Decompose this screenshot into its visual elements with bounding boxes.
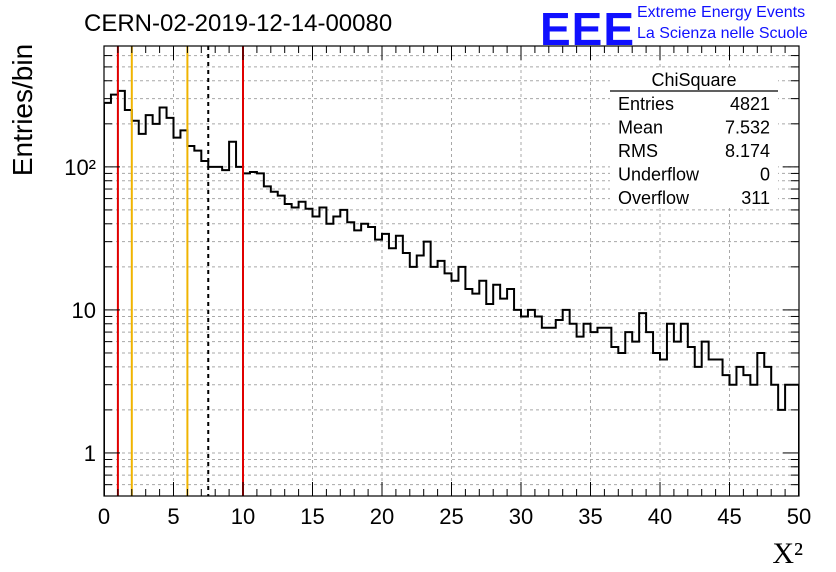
x-tick-label: 20 [370,504,394,529]
x-axis-label: X² [772,537,803,570]
x-tick-label: 40 [648,504,672,529]
x-tick-label: 15 [300,504,324,529]
x-tick-label: 5 [167,504,179,529]
x-tick-label: 0 [98,504,110,529]
stats-label: Entries [618,94,674,114]
x-tick-label: 50 [787,504,811,529]
y-tick-label: 10 [72,298,96,323]
stats-label: Mean [618,118,663,138]
stats-value: 0 [760,165,770,185]
chart-title: CERN-02-2019-12-14-00080 [84,10,393,37]
stats-label: Overflow [618,188,690,208]
stats-value: 8.174 [725,141,770,161]
y-axis-label: Entries/bin [7,44,38,176]
stats-value: 311 [741,188,770,208]
stats-value: 7.532 [725,118,770,138]
x-tick-label: 30 [509,504,533,529]
stats-value: 4821 [730,94,770,114]
y-tick-label: 10² [64,155,96,180]
histogram-line [104,89,799,496]
eee-logo-line2: La Scienza nelle Scuole [637,25,808,42]
x-tick-label: 35 [578,504,602,529]
x-tick-label: 10 [231,504,255,529]
x-tick-label: 45 [717,504,741,529]
stats-label: Underflow [618,165,700,185]
eee-logo-line1: Extreme Energy Events [637,4,806,21]
x-tick-label: 25 [439,504,463,529]
stats-label: RMS [618,141,658,161]
stats-title: ChiSquare [651,70,736,90]
y-tick-label: 1 [84,441,96,466]
